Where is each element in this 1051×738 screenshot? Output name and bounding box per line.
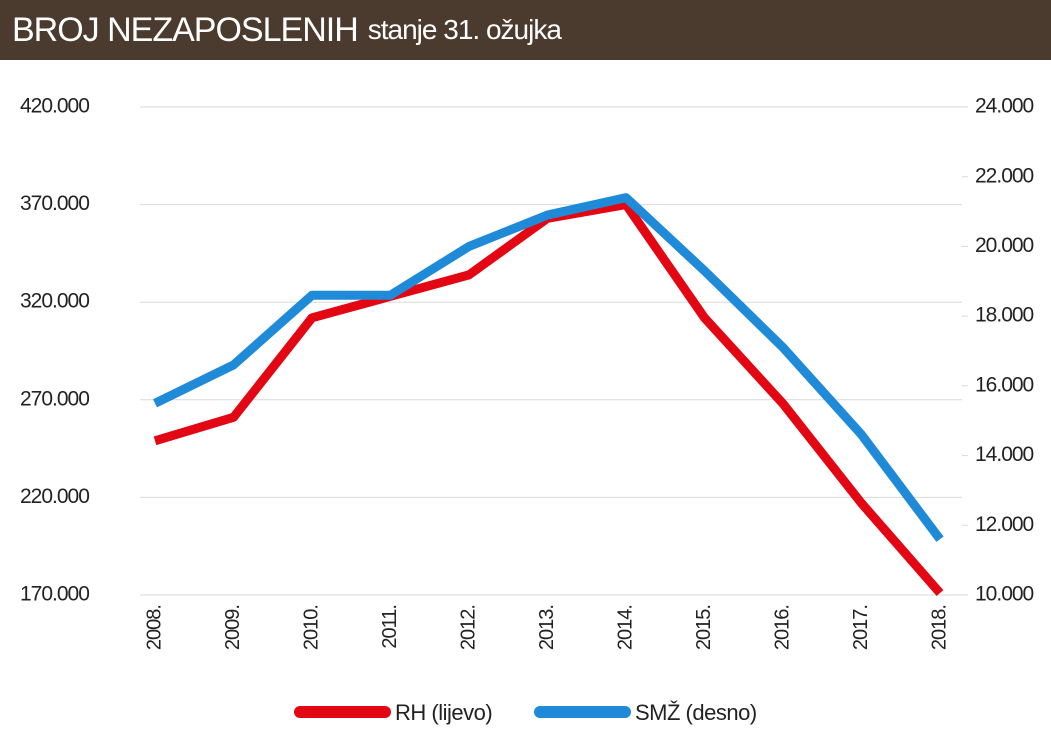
y2-tick-label: 10.000 bbox=[975, 583, 1034, 606]
y-tick-label: 320.000 bbox=[20, 290, 89, 313]
x-tick-label: 2011. bbox=[379, 605, 401, 649]
title-bar bbox=[0, 0, 1051, 60]
y2-tick-label: 24.000 bbox=[975, 95, 1034, 118]
x-tick-label: 2014. bbox=[614, 605, 636, 650]
x-tick-label: 2008. bbox=[143, 605, 165, 650]
x-tick-label: 2013. bbox=[536, 605, 558, 650]
title: BROJ NEZAPOSLENIH bbox=[12, 11, 358, 49]
x-tick-label: 2016. bbox=[771, 605, 793, 650]
subtitle: stanje 31. ožujka bbox=[368, 14, 563, 45]
legend-label: RH (lijevo) bbox=[395, 700, 492, 725]
y2-tick-label: 22.000 bbox=[975, 164, 1034, 187]
y-tick-label: 270.000 bbox=[20, 387, 89, 410]
x-tick-label: 2009. bbox=[222, 605, 244, 650]
series-line bbox=[153, 193, 944, 542]
y-tick-label: 220.000 bbox=[20, 485, 89, 508]
y-tick-label: 420.000 bbox=[20, 95, 89, 118]
y2-tick-label: 12.000 bbox=[975, 513, 1034, 536]
x-tick-label: 2018. bbox=[928, 605, 950, 650]
y2-tick-label: 16.000 bbox=[975, 373, 1034, 396]
x-tick-label: 2010. bbox=[300, 605, 322, 650]
chart-title: BROJ NEZAPOSLENIH stanje 31. ožujka bbox=[12, 11, 562, 49]
y2-tick-label: 18.000 bbox=[975, 304, 1034, 327]
y-tick-label: 370.000 bbox=[20, 192, 89, 215]
y2-tick-label: 14.000 bbox=[975, 443, 1034, 466]
x-tick-label: 2012. bbox=[457, 605, 479, 650]
y2-tick-label: 20.000 bbox=[975, 234, 1034, 257]
legend-label: SMŽ (desno) bbox=[635, 700, 757, 725]
y-tick-label: 170.000 bbox=[20, 583, 89, 606]
x-tick-label: 2015. bbox=[693, 605, 715, 650]
x-tick-label: 2017. bbox=[850, 605, 872, 650]
series-line bbox=[153, 200, 944, 597]
